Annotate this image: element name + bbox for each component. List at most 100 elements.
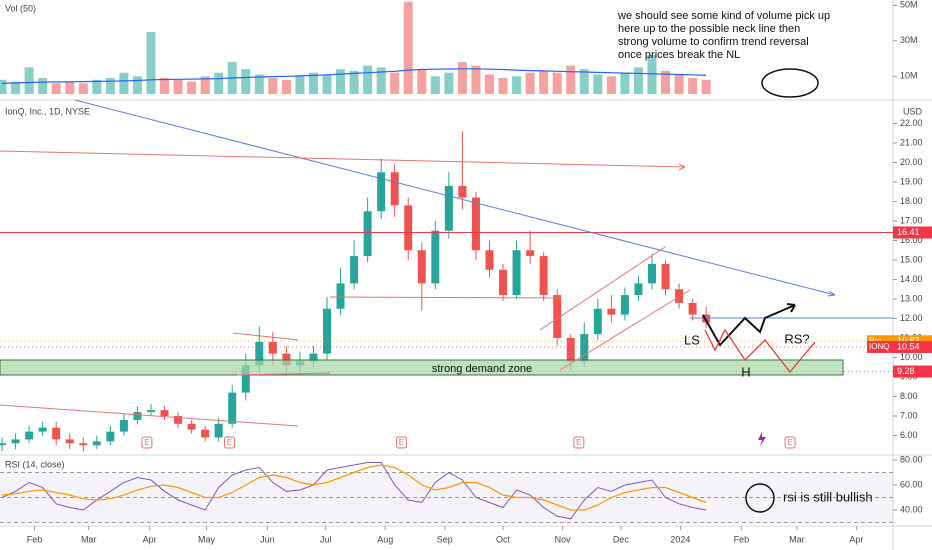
y-tick-label: 17.00 <box>900 215 923 225</box>
volume-bar <box>390 72 400 94</box>
annotation: once prices break the NL <box>618 49 740 61</box>
y-tick-label: 18.00 <box>900 196 923 206</box>
x-tick-label: May <box>198 534 216 544</box>
price-tag-name: Pre <box>869 336 882 345</box>
candle-body <box>11 439 20 444</box>
candle-body <box>323 308 332 354</box>
candle-body <box>255 341 264 366</box>
y-tick-label: 15.00 <box>900 254 923 264</box>
candle-body <box>146 410 155 413</box>
y-tick-label: 19.00 <box>900 176 923 186</box>
candle-body <box>0 443 7 446</box>
candle-body <box>417 250 426 284</box>
candle-body <box>688 302 697 315</box>
x-tick-label: Jun <box>260 534 275 544</box>
pattern-sketch <box>704 328 816 374</box>
volume-bar <box>11 81 21 94</box>
price-tag <box>893 226 932 239</box>
rsi-line <box>1 462 707 520</box>
drawings <box>0 68 893 513</box>
y-tick-label: 22.00 <box>900 118 923 128</box>
annotation: strong volume to confirm trend reversal <box>618 36 809 48</box>
demand-zone <box>0 359 844 376</box>
event-label: E <box>227 438 232 447</box>
volume-bar <box>430 76 440 94</box>
volume-bar <box>24 67 34 94</box>
volume-bar <box>674 74 684 94</box>
arrow <box>827 290 836 297</box>
volume-bar <box>417 69 427 94</box>
volume-bar <box>688 78 698 94</box>
candle-body <box>499 269 508 296</box>
pane-title: Vol (50) <box>5 3 36 13</box>
price-tag-label: 9.28 <box>897 366 915 376</box>
channel-line <box>559 289 691 371</box>
y-tick-label: 20.00 <box>900 157 923 167</box>
price-tag-label: 10.54 <box>897 341 920 351</box>
candle-body <box>526 250 535 257</box>
candle-body <box>25 431 34 440</box>
volume-bar <box>200 76 210 94</box>
y-tick-label: 7.00 <box>900 410 918 420</box>
y-tick-label: 8.00 <box>900 391 918 401</box>
candle-body <box>431 230 440 284</box>
candle-body <box>593 308 602 335</box>
candle-body <box>119 419 128 432</box>
candle-body <box>675 289 684 303</box>
trend-line <box>74 99 836 296</box>
volume-bar <box>471 65 481 94</box>
candle-body <box>38 427 47 432</box>
y-tick-label: 50M <box>900 0 918 10</box>
trend-line <box>0 404 299 427</box>
candle-body <box>201 429 210 438</box>
candle-body <box>390 172 399 206</box>
annotation: rsi is still bullish <box>783 489 873 504</box>
volume-bar <box>268 78 278 94</box>
event-marker <box>395 436 407 449</box>
volume-bar <box>363 65 373 94</box>
channel-line <box>539 246 666 331</box>
price-tag <box>893 365 932 378</box>
price-tag-label: 10.83 <box>897 336 920 346</box>
volume-bar <box>295 76 305 94</box>
price-tag-label: 16.41 <box>897 227 920 237</box>
candle-body <box>539 256 548 296</box>
y-tick-label: 10M <box>900 71 918 81</box>
volume-bar <box>539 70 549 94</box>
candle-body <box>404 205 413 251</box>
x-tick-label: 2024 <box>670 534 690 544</box>
volume-bar <box>119 72 129 94</box>
event-marker <box>573 436 585 449</box>
candle-body <box>228 392 237 424</box>
volume-bar <box>214 72 224 94</box>
event-label: E <box>144 438 149 447</box>
volume-bar <box>281 79 291 94</box>
candle-body <box>106 431 115 442</box>
candle-body <box>336 283 345 309</box>
annotation: RS? <box>784 331 809 346</box>
candle-body <box>214 423 223 438</box>
x-tick-label: Oct <box>496 534 511 544</box>
volume-bar <box>65 81 75 94</box>
volume-bar <box>92 79 102 94</box>
annotation: LS <box>684 332 700 347</box>
candle-body <box>133 412 142 420</box>
candle-body <box>566 338 575 362</box>
volume-bar <box>552 72 562 94</box>
candle-body <box>553 295 562 338</box>
volume-bar <box>187 81 197 94</box>
candle-body <box>174 416 183 424</box>
candle-body <box>282 353 291 366</box>
y-tick-label: 21.00 <box>900 137 923 147</box>
volume-bar <box>308 72 318 94</box>
volume-bar <box>620 72 630 94</box>
event-marker <box>784 436 796 449</box>
event-label: E <box>399 438 404 447</box>
candle-body <box>92 441 101 446</box>
price-tag-name-bg <box>867 340 893 353</box>
volume-bar <box>444 72 454 94</box>
x-tick-label: Nov <box>555 534 572 544</box>
x-tick-label: Aug <box>377 534 393 544</box>
volume-bar <box>484 74 494 94</box>
